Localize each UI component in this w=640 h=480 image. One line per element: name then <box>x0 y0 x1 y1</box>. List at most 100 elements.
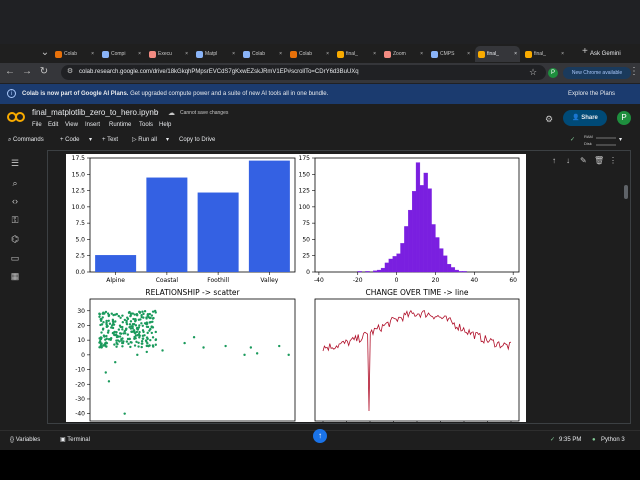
cell-more-icon[interactable]: ⋮ <box>609 156 617 165</box>
menu-file[interactable]: File <box>32 122 42 128</box>
runtime-dropdown-icon[interactable]: ▾ <box>619 137 623 143</box>
url-text[interactable]: colab.research.google.com/drive/18kGkqhP… <box>79 69 359 75</box>
tab-close-icon[interactable]: × <box>467 51 470 57</box>
menu-help[interactable]: Help <box>159 122 172 128</box>
star-icon[interactable]: ☆ <box>153 110 160 117</box>
scatter-point <box>125 340 129 343</box>
browser-tab[interactable]: final_ × <box>334 46 379 62</box>
secrets-key-icon[interactable]: ⚿ <box>11 215 19 225</box>
tab-close-icon[interactable]: × <box>561 51 564 57</box>
browser-tab[interactable]: CMPS × <box>428 46 473 62</box>
banner-text: Colab is now part of Google AI Plans. Ge… <box>22 84 328 104</box>
move-down-icon[interactable]: ↓ <box>566 156 570 165</box>
menu-runtime[interactable]: Runtime <box>109 122 132 128</box>
new-chrome-available-button[interactable]: New Chrome available <box>563 67 631 79</box>
run-all-button[interactable]: ▷ Run all <box>132 134 157 147</box>
terminal-table-icon[interactable]: ▦ <box>10 271 20 281</box>
browser-tab[interactable]: Execu × <box>146 46 191 62</box>
menu-kebab-icon[interactable]: ⋮ <box>629 66 639 77</box>
menu-view[interactable]: View <box>65 122 78 128</box>
menu-tools[interactable]: Tools <box>139 122 154 128</box>
bookmark-star-icon[interactable]: ☆ <box>528 67 538 77</box>
site-info-icon[interactable]: ⚙ <box>66 68 74 75</box>
forward-icon[interactable]: → <box>22 66 32 77</box>
add-text-button[interactable]: + Text <box>102 137 119 143</box>
edit-pencil-icon[interactable]: ✎ <box>580 156 587 165</box>
scatter-point <box>153 309 157 313</box>
profile-avatar[interactable]: P <box>617 111 631 125</box>
tab-close-icon[interactable]: × <box>326 51 329 57</box>
tab-close-icon[interactable]: × <box>138 51 141 57</box>
histogram-ytick-label: 50 <box>302 236 310 243</box>
commands-button[interactable]: ⌕ Commands <box>8 134 44 147</box>
terminal-button[interactable]: ▣ Terminal <box>60 430 90 450</box>
code-dropdown-icon[interactable]: ▾ <box>89 137 93 143</box>
code-snippets-icon[interactable]: ‹› <box>12 196 18 206</box>
browser-tab[interactable]: Colab × <box>240 46 285 62</box>
new-tab-button[interactable]: + <box>582 46 588 57</box>
data-explorer-icon[interactable]: ⌬ <box>11 234 19 244</box>
address-bar[interactable] <box>61 65 546 80</box>
scatter-point <box>99 319 103 323</box>
tab-close-icon[interactable]: × <box>373 51 376 57</box>
scatter-point <box>125 322 129 326</box>
bar-chart-ytick-label: 10.0 <box>72 204 86 211</box>
tab-close-icon[interactable]: × <box>420 51 423 57</box>
browser-tab[interactable]: Zoom × <box>381 46 426 62</box>
tab-close-icon[interactable]: × <box>232 51 235 57</box>
back-icon[interactable]: ← <box>5 66 15 77</box>
scatter-point <box>118 335 122 338</box>
explore-plans-link[interactable]: Explore the Plans <box>568 91 616 97</box>
scatter-point <box>132 317 135 321</box>
move-up-icon[interactable]: ↑ <box>552 156 556 165</box>
floating-run-button[interactable]: ↑ <box>313 429 327 443</box>
profile-avatar-small[interactable]: P <box>548 68 558 78</box>
tab-close-icon[interactable]: × <box>514 51 517 57</box>
share-button[interactable]: 👤 Share <box>563 110 607 126</box>
delete-icon[interactable]: 🗑 <box>594 156 605 165</box>
add-code-button[interactable]: + Code <box>60 137 80 143</box>
colab-logo[interactable] <box>7 112 25 123</box>
menu-insert[interactable]: Insert <box>85 122 101 128</box>
browser-tab[interactable]: Compi × <box>99 46 144 62</box>
scatter-point <box>145 344 148 348</box>
histogram-xtick-label: 40 <box>470 277 478 284</box>
tab-search-icon[interactable]: ⌄ <box>40 47 50 58</box>
tab-close-icon[interactable]: × <box>91 51 94 57</box>
scatter-point <box>106 331 110 334</box>
scatter-point <box>141 324 144 327</box>
find-icon[interactable]: ⌕ <box>12 178 18 188</box>
copy-to-drive-button[interactable]: Copy to Drive <box>179 137 216 143</box>
scatter-point <box>121 337 124 340</box>
browser-tab[interactable]: final_ × <box>522 46 567 62</box>
scatter-point <box>125 319 128 323</box>
scrollbar[interactable] <box>624 185 628 199</box>
ask-gemini-button[interactable]: Ask Gemini <box>590 51 621 57</box>
notebook-name[interactable]: final_matplotlib_zero_to_hero.ipynb <box>32 108 159 117</box>
line-series <box>322 309 512 412</box>
browser-tab[interactable]: Colab × <box>287 46 332 62</box>
browser-tab[interactable]: final_ × <box>475 46 520 62</box>
scatter-point <box>134 324 138 327</box>
menu-edit[interactable]: Edit <box>48 122 59 128</box>
browser-tab[interactable]: Matpl × <box>193 46 238 62</box>
toc-icon[interactable]: ☰ <box>10 158 20 168</box>
scatter-point <box>133 313 136 316</box>
tab-close-icon[interactable]: × <box>185 51 188 57</box>
reload-icon[interactable]: ↻ <box>39 66 49 77</box>
tab-close-icon[interactable]: × <box>279 51 282 57</box>
browser-tab[interactable]: Colab × <box>52 46 97 62</box>
settings-gear-icon[interactable]: ⚙ <box>544 114 554 124</box>
scatter-point <box>128 310 131 314</box>
files-folder-icon[interactable]: ▭ <box>10 253 20 263</box>
scatter-point <box>137 326 141 329</box>
output-cell[interactable] <box>47 150 631 424</box>
variables-button[interactable]: {} Variables <box>10 430 40 450</box>
histogram-ytick-label: 150 <box>299 171 311 178</box>
histogram-bar <box>443 255 448 273</box>
ram-label: RAM <box>584 134 593 139</box>
tab-label: Colab <box>64 51 78 57</box>
scatter-point <box>110 326 113 329</box>
histogram-ytick-label: 175 <box>299 155 311 162</box>
run-all-dropdown-icon[interactable]: ▾ <box>166 137 170 143</box>
